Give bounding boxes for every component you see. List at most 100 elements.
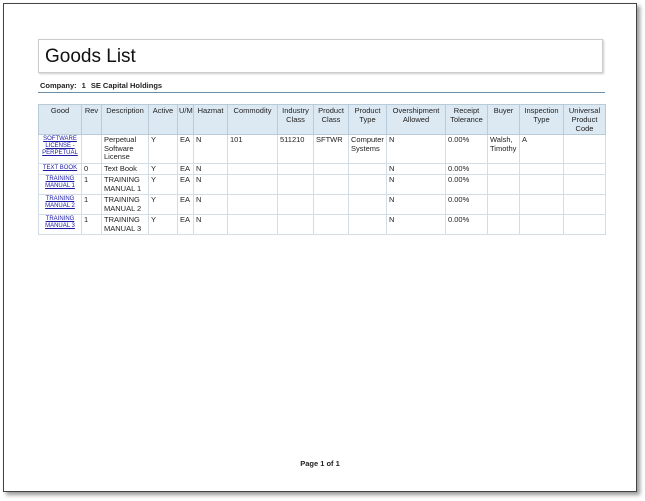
table-cell <box>227 162 278 175</box>
table-cell: N <box>386 134 446 164</box>
table-cell <box>348 194 387 215</box>
table-cell: 0.00% <box>445 214 488 235</box>
table-cell: 0.00% <box>445 174 488 195</box>
table-cell <box>519 214 564 235</box>
table-cell <box>563 174 606 195</box>
table-cell <box>519 174 564 195</box>
page-number: Page 1 of 1 <box>300 459 340 468</box>
good-link[interactable]: SOFTWARE LICENSE - PERPETUAL <box>42 136 78 156</box>
column-header: Buyer <box>487 104 520 135</box>
table-cell: EA <box>177 162 194 175</box>
table-cell: N <box>193 194 228 215</box>
good-link[interactable]: TRAINING MANUAL 1 <box>45 176 75 189</box>
table-cell: 101 <box>227 134 278 164</box>
table-cell <box>487 162 520 175</box>
table-cell <box>227 174 278 195</box>
column-header: Receipt Tolerance <box>445 104 488 135</box>
column-header: Description <box>101 104 149 135</box>
table-cell: N <box>386 162 446 175</box>
company-label: Company: <box>40 81 77 90</box>
table-cell: Perpetual Software License <box>101 134 149 164</box>
table-cell: TRAINING MANUAL 3 <box>101 214 149 235</box>
table-row: TEXT BOOK 0 Text Book Y EA N N 0.00% <box>38 162 606 175</box>
good-link[interactable]: TRAINING MANUAL 3 <box>45 216 75 229</box>
table-cell: N <box>193 134 228 164</box>
table-cell <box>348 162 387 175</box>
table-cell: TRAINING MANUAL 2 <box>38 194 82 215</box>
table-cell: Y <box>148 174 178 195</box>
table-row: TRAINING MANUAL 2 1 TRAINING MANUAL 2 Y EA N N… <box>38 194 606 215</box>
table-cell: TRAINING MANUAL 1 <box>101 174 149 195</box>
report-page: Goods List Company: 1 SE Capital Holdings … <box>3 3 637 492</box>
table-cell: N <box>386 194 446 215</box>
table-cell: Y <box>148 162 178 175</box>
table-cell <box>348 214 387 235</box>
column-header: Hazmat <box>193 104 228 135</box>
column-header: Product Class <box>313 104 349 135</box>
table-cell <box>277 214 314 235</box>
table-cell <box>313 214 349 235</box>
table-cell: 0 <box>81 162 102 175</box>
column-header: Inspection Type <box>519 104 564 135</box>
table-cell: N <box>193 174 228 195</box>
table-cell <box>563 194 606 215</box>
table-cell <box>277 174 314 195</box>
good-link[interactable]: TEXT BOOK <box>42 164 78 171</box>
column-header: Universal Product Code <box>563 104 606 135</box>
table-body: SOFTWARE LICENSE - PERPETUAL Perpetual So… <box>38 134 606 235</box>
table-cell: Text Book <box>101 162 149 175</box>
table-cell <box>313 162 349 175</box>
table-cell <box>519 162 564 175</box>
table-row: TRAINING MANUAL 3 1 TRAINING MANUAL 3 Y EA N N… <box>38 214 606 235</box>
table-cell: Y <box>148 214 178 235</box>
table-cell <box>487 214 520 235</box>
table-cell: N <box>386 174 446 195</box>
table-cell: N <box>193 162 228 175</box>
company-line: Company: 1 SE Capital Holdings <box>40 81 167 90</box>
table-cell <box>313 194 349 215</box>
table-cell <box>81 134 102 164</box>
company-id: 1 <box>81 81 86 90</box>
table-cell: SFTWR <box>313 134 349 164</box>
table-cell <box>348 174 387 195</box>
header-row: Good Rev Description Active U/M Hazmat Commodi… <box>38 104 606 135</box>
table-cell: TEXT BOOK <box>38 162 82 175</box>
table-cell: EA <box>177 214 194 235</box>
goods-table: Good Rev Description Active U/M Hazmat Commodi… <box>38 104 606 235</box>
column-header: Overshipment Allowed <box>386 104 446 135</box>
table-cell: A <box>519 134 564 164</box>
report-title: Goods List <box>45 46 136 67</box>
table-cell <box>487 174 520 195</box>
table-cell: EA <box>177 134 194 164</box>
table-cell: EA <box>177 194 194 215</box>
table-cell <box>563 162 606 175</box>
table-cell <box>519 194 564 215</box>
table-cell: EA <box>177 174 194 195</box>
column-header: Rev <box>81 104 102 135</box>
table-cell: TRAINING MANUAL 3 <box>38 214 82 235</box>
table-cell <box>313 174 349 195</box>
table-cell: 0.00% <box>445 162 488 175</box>
column-header: Active <box>148 104 178 135</box>
column-header: Product Type <box>348 104 387 135</box>
table-cell <box>487 194 520 215</box>
column-header: U/M <box>177 104 194 135</box>
table-cell: Walsh, Timothy <box>487 134 520 164</box>
table-cell: 511210 <box>277 134 314 164</box>
table-cell <box>277 162 314 175</box>
table-cell: 0.00% <box>445 134 488 164</box>
divider <box>38 92 605 93</box>
table-cell: Y <box>148 194 178 215</box>
table-row: TRAINING MANUAL 1 1 TRAINING MANUAL 1 Y EA N N… <box>38 174 606 195</box>
table-cell: Y <box>148 134 178 164</box>
table-cell <box>563 134 606 164</box>
table-cell: N <box>386 214 446 235</box>
column-header: Good <box>38 104 82 135</box>
table-cell: 0.00% <box>445 194 488 215</box>
table-cell: 1 <box>81 174 102 195</box>
title-box: Goods List <box>38 39 603 73</box>
table-cell <box>563 214 606 235</box>
good-link[interactable]: TRAINING MANUAL 2 <box>45 196 75 209</box>
table-cell <box>227 194 278 215</box>
